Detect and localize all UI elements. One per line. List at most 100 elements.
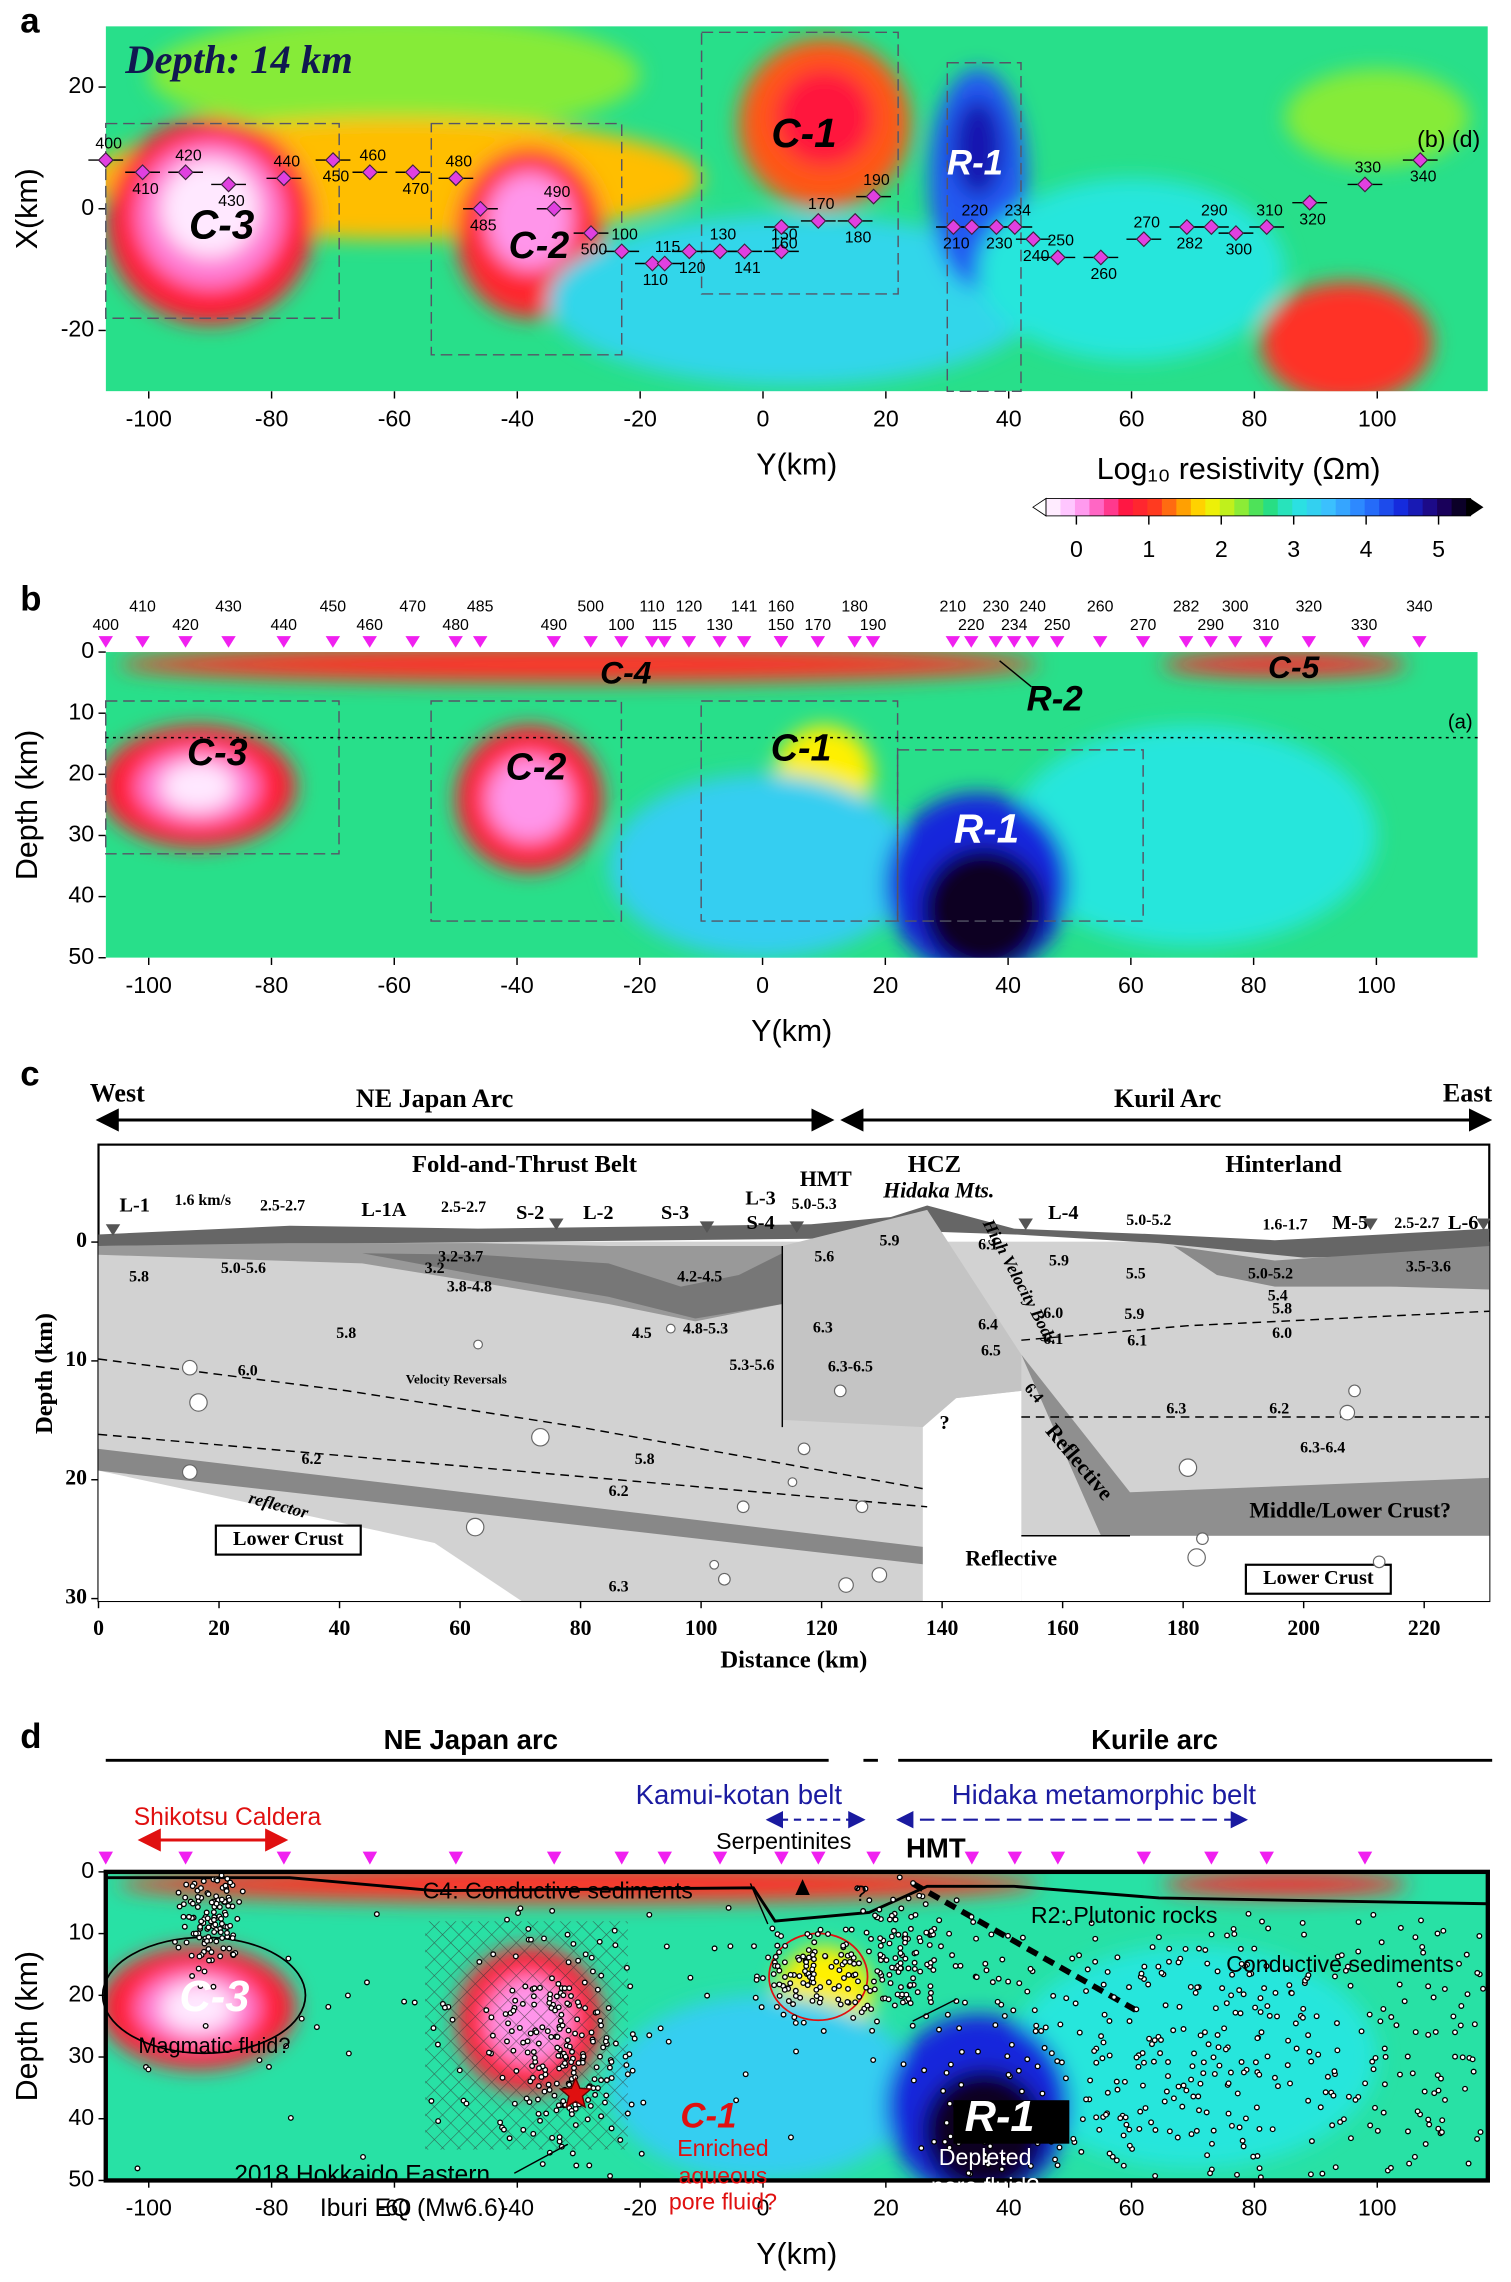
- earthquake: [1188, 2131, 1195, 2138]
- map-blob: [548, 214, 1040, 386]
- earthquake: [631, 2035, 638, 2042]
- earthquake: [995, 1975, 1002, 1982]
- earthquake: [172, 1938, 178, 1945]
- station-marker: [583, 636, 598, 648]
- earthquake: [570, 1940, 577, 1947]
- map-blobs: [105, 26, 1470, 392]
- earthquake: [1292, 2020, 1299, 2027]
- earthquake: [774, 1942, 781, 1949]
- section-label: L-4: [1048, 1202, 1078, 1224]
- earthquake: [603, 2092, 610, 2099]
- earthquake: [510, 2007, 517, 2014]
- station-label: 150: [768, 617, 795, 634]
- earthquake: [1337, 2119, 1344, 2126]
- earthquake: [1236, 1987, 1243, 1994]
- x-axis-label: Y(km): [751, 1014, 832, 1048]
- earthquake: [773, 2003, 780, 2010]
- hmt-line: [911, 1880, 1139, 2014]
- earthquake: [200, 1878, 207, 1885]
- colorbar-step: [1437, 498, 1453, 516]
- station-marker: [98, 1851, 113, 1865]
- x-tick-label: 100: [1358, 405, 1397, 431]
- colorbar-step: [1350, 498, 1366, 516]
- earthquake: [1299, 1919, 1306, 1926]
- earthquake: [449, 2016, 456, 2023]
- station-marker: [866, 1851, 881, 1865]
- station-marker: [362, 636, 377, 648]
- earthquake: [463, 2100, 470, 2107]
- station-marker: [221, 636, 236, 648]
- earthquake: [1142, 2105, 1149, 2112]
- earthquake: [499, 2074, 506, 2081]
- earthquake: [197, 1923, 204, 1930]
- earthquake: [573, 2162, 580, 2169]
- earthquake: [913, 1949, 920, 1956]
- station-label: 100: [608, 617, 635, 634]
- earthquake: [848, 1926, 855, 1933]
- earthquake: [544, 2028, 551, 2035]
- earthquake: [1305, 2097, 1312, 2104]
- panel-letter: d: [20, 1718, 41, 1756]
- earthquake: [555, 2102, 562, 2109]
- section-label: 5.0-5.3: [792, 1196, 837, 1213]
- station: [963, 218, 980, 236]
- earthquake: [813, 1993, 820, 2000]
- earthquake: [927, 1989, 934, 1996]
- earthquake: [373, 1911, 380, 1918]
- earthquake: [638, 2150, 645, 2157]
- station-label: 470: [402, 181, 429, 198]
- station-marker: [1006, 636, 1022, 648]
- earthquake: [1404, 2128, 1411, 2135]
- earthquake: [1223, 2000, 1230, 2007]
- x-tick-label: -40: [501, 405, 534, 431]
- earthquake: [584, 2116, 591, 2123]
- earthquake: [1126, 2126, 1133, 2133]
- earthquake: [1224, 1932, 1231, 1939]
- x-tick-label: -20: [623, 972, 656, 998]
- earthquake: [401, 1998, 408, 2005]
- station-label: 270: [1133, 214, 1160, 231]
- earthquake: [598, 2113, 605, 2120]
- earthquake: [227, 1879, 234, 1886]
- x-tick-label: -60: [378, 2195, 411, 2221]
- station-label: 450: [320, 598, 347, 615]
- earthquake: [1347, 2135, 1354, 2142]
- station-label: 290: [1197, 617, 1224, 634]
- earthquake: [983, 2158, 990, 2165]
- earthquake: [1187, 1548, 1206, 1567]
- earthquake: [842, 1926, 849, 1933]
- colorbar-tick-label: 0: [1070, 536, 1083, 562]
- earthquake: [1140, 2059, 1147, 2066]
- station: [1178, 218, 1195, 236]
- earthquake: [796, 1956, 803, 1963]
- earthquake: [520, 2126, 527, 2133]
- earthquake: [1048, 2050, 1055, 2057]
- earthquake: [1058, 2059, 1065, 2066]
- earthquake: [1362, 2080, 1369, 2087]
- station: [275, 170, 292, 187]
- earthquake: [1104, 1968, 1111, 1975]
- earthquake: [537, 2117, 544, 2124]
- station: [711, 243, 729, 260]
- earthquake: [883, 1957, 890, 1964]
- earthquake: [896, 1874, 903, 1881]
- earthquake: [1332, 2164, 1339, 2171]
- earthquake: [1313, 2013, 1320, 2020]
- station-marker: [1136, 1851, 1152, 1865]
- earthquake: [855, 1960, 862, 1967]
- earthquake: [555, 2004, 562, 2011]
- section-label: L-6: [1448, 1212, 1478, 1234]
- earthquake: [885, 1996, 892, 2003]
- earthquake: [201, 1968, 208, 1975]
- earthquake: [519, 2000, 526, 2007]
- station-label: 485: [467, 598, 494, 615]
- surface-line: [105, 1876, 1488, 1923]
- earthquake: [927, 1983, 934, 1990]
- station-marker: [865, 636, 881, 648]
- station: [546, 200, 563, 217]
- earthquake: [537, 1984, 543, 1991]
- earthquake: [1196, 1945, 1202, 1952]
- earthquake: [598, 1972, 605, 1979]
- station-marker: [736, 636, 752, 648]
- earthquake: [587, 2102, 594, 2109]
